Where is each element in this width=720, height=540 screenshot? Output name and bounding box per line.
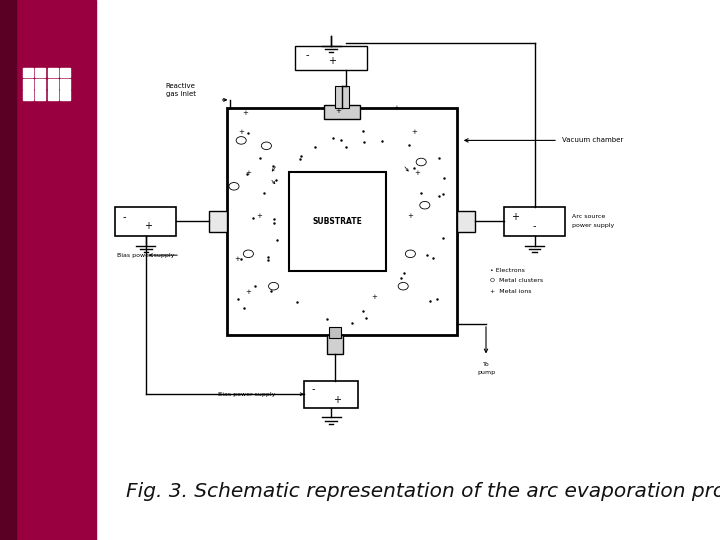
Bar — [304, 381, 359, 408]
Text: +: + — [238, 129, 244, 136]
Text: Vacuum chamber: Vacuum chamber — [562, 137, 623, 144]
Bar — [457, 211, 475, 232]
Bar — [48, 68, 58, 77]
Text: Bias power supply: Bias power supply — [117, 253, 174, 258]
Bar — [97, 0, 720, 540]
Text: Bias power supply: Bias power supply — [218, 392, 275, 397]
Text: +  Metal ions: + Metal ions — [490, 289, 531, 294]
Text: gas inlet: gas inlet — [166, 91, 196, 98]
Text: +: + — [415, 170, 420, 176]
Text: pump: pump — [477, 370, 495, 375]
Bar — [329, 327, 341, 338]
Bar — [23, 68, 33, 77]
Bar — [327, 335, 343, 354]
Text: +: + — [256, 213, 262, 219]
Bar — [227, 108, 457, 335]
Bar — [35, 90, 45, 100]
Bar — [0, 0, 16, 540]
Bar — [13, 0, 96, 540]
Text: -: - — [311, 384, 315, 394]
Text: +: + — [246, 170, 251, 176]
Text: +: + — [235, 256, 240, 262]
Bar — [60, 68, 70, 77]
Bar — [23, 79, 33, 89]
Bar — [35, 68, 45, 77]
Text: Reactive: Reactive — [166, 83, 195, 90]
Text: • Electrons: • Electrons — [490, 267, 524, 273]
Text: SUBSTRATE: SUBSTRATE — [312, 217, 362, 226]
Bar — [60, 90, 70, 100]
Text: To: To — [482, 362, 490, 367]
Bar — [48, 90, 58, 100]
Bar — [209, 211, 227, 232]
Bar — [23, 90, 33, 100]
Bar — [48, 79, 58, 89]
Text: -: - — [122, 212, 126, 222]
Bar — [289, 172, 386, 271]
Bar — [295, 46, 367, 70]
Text: O  Metal clusters: O Metal clusters — [490, 278, 543, 284]
Text: +: + — [411, 129, 417, 136]
Text: +: + — [408, 213, 413, 219]
Bar — [60, 79, 70, 89]
Text: +: + — [246, 288, 251, 295]
Text: Arc source: Arc source — [572, 214, 606, 219]
Text: -: - — [533, 221, 536, 231]
Bar — [115, 206, 176, 237]
Text: +: + — [328, 56, 336, 66]
Text: Fig. 3. Schematic representation of the arc evaporation process.: Fig. 3. Schematic representation of the … — [126, 482, 720, 501]
Text: +: + — [333, 395, 341, 404]
Bar — [35, 79, 45, 89]
Text: -: - — [306, 50, 310, 60]
Text: +: + — [511, 212, 519, 222]
Text: +: + — [336, 107, 341, 114]
Text: power supply: power supply — [572, 224, 615, 228]
Text: +: + — [144, 221, 152, 231]
Bar — [504, 206, 565, 237]
Text: +: + — [393, 105, 399, 111]
Text: +: + — [372, 294, 377, 300]
Text: +: + — [242, 110, 248, 117]
Bar — [324, 105, 360, 119]
Bar — [335, 86, 349, 108]
